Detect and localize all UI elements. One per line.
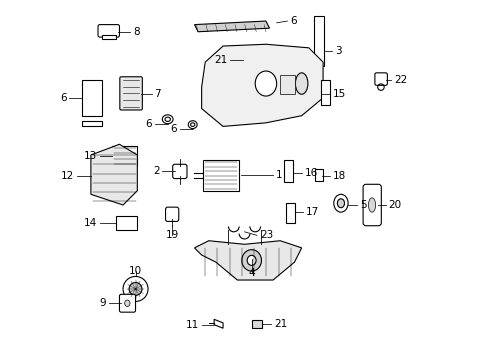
Text: 21: 21 xyxy=(274,319,287,329)
Ellipse shape xyxy=(337,199,344,208)
Bar xyxy=(285,203,294,223)
Bar xyxy=(283,160,292,182)
FancyBboxPatch shape xyxy=(374,73,386,85)
Bar xyxy=(82,80,102,116)
Bar xyxy=(112,146,137,166)
Text: 3: 3 xyxy=(334,46,341,57)
Text: 11: 11 xyxy=(185,320,198,330)
Text: 4: 4 xyxy=(248,268,254,278)
Text: 5: 5 xyxy=(359,200,366,210)
Text: 19: 19 xyxy=(165,230,178,240)
Ellipse shape xyxy=(124,300,130,306)
Ellipse shape xyxy=(255,71,276,96)
Bar xyxy=(116,216,137,230)
FancyBboxPatch shape xyxy=(363,184,381,226)
Ellipse shape xyxy=(164,117,170,121)
Text: 1: 1 xyxy=(275,170,282,180)
Ellipse shape xyxy=(333,194,347,212)
Text: 6: 6 xyxy=(145,119,152,129)
Text: 6: 6 xyxy=(170,124,177,134)
Text: 2: 2 xyxy=(153,166,159,176)
FancyBboxPatch shape xyxy=(120,77,142,110)
Text: 10: 10 xyxy=(129,266,142,276)
Text: 14: 14 xyxy=(83,218,97,228)
Text: 17: 17 xyxy=(305,207,319,217)
Polygon shape xyxy=(194,241,301,280)
Ellipse shape xyxy=(242,249,261,271)
Bar xyxy=(313,16,324,66)
FancyBboxPatch shape xyxy=(119,294,135,312)
Text: 18: 18 xyxy=(332,171,346,181)
FancyBboxPatch shape xyxy=(242,56,252,64)
Text: 13: 13 xyxy=(83,151,97,161)
Text: 21: 21 xyxy=(214,55,227,65)
Text: 6: 6 xyxy=(290,16,296,26)
Text: 6: 6 xyxy=(60,93,66,103)
Bar xyxy=(280,75,294,94)
Bar xyxy=(82,121,102,126)
Bar xyxy=(321,80,329,105)
Text: 7: 7 xyxy=(154,89,161,99)
Ellipse shape xyxy=(190,123,194,126)
Bar xyxy=(203,160,239,191)
FancyBboxPatch shape xyxy=(314,169,323,181)
Ellipse shape xyxy=(162,115,173,124)
Text: 22: 22 xyxy=(393,75,406,85)
Ellipse shape xyxy=(295,73,307,94)
Text: 12: 12 xyxy=(61,171,74,181)
FancyBboxPatch shape xyxy=(251,320,261,328)
Text: 23: 23 xyxy=(259,230,273,240)
FancyBboxPatch shape xyxy=(102,35,116,39)
FancyBboxPatch shape xyxy=(98,24,119,37)
Ellipse shape xyxy=(188,121,197,129)
Text: 20: 20 xyxy=(387,200,401,210)
Polygon shape xyxy=(194,21,269,32)
Ellipse shape xyxy=(246,255,256,265)
Text: 9: 9 xyxy=(99,298,106,308)
Text: 15: 15 xyxy=(332,89,346,99)
FancyBboxPatch shape xyxy=(172,164,186,179)
Text: 8: 8 xyxy=(133,27,140,37)
Circle shape xyxy=(129,283,142,296)
Text: 16: 16 xyxy=(304,168,317,178)
Polygon shape xyxy=(91,144,137,205)
Ellipse shape xyxy=(367,198,375,212)
Polygon shape xyxy=(201,44,323,126)
Circle shape xyxy=(123,276,148,301)
FancyBboxPatch shape xyxy=(165,207,179,221)
Polygon shape xyxy=(214,319,223,328)
